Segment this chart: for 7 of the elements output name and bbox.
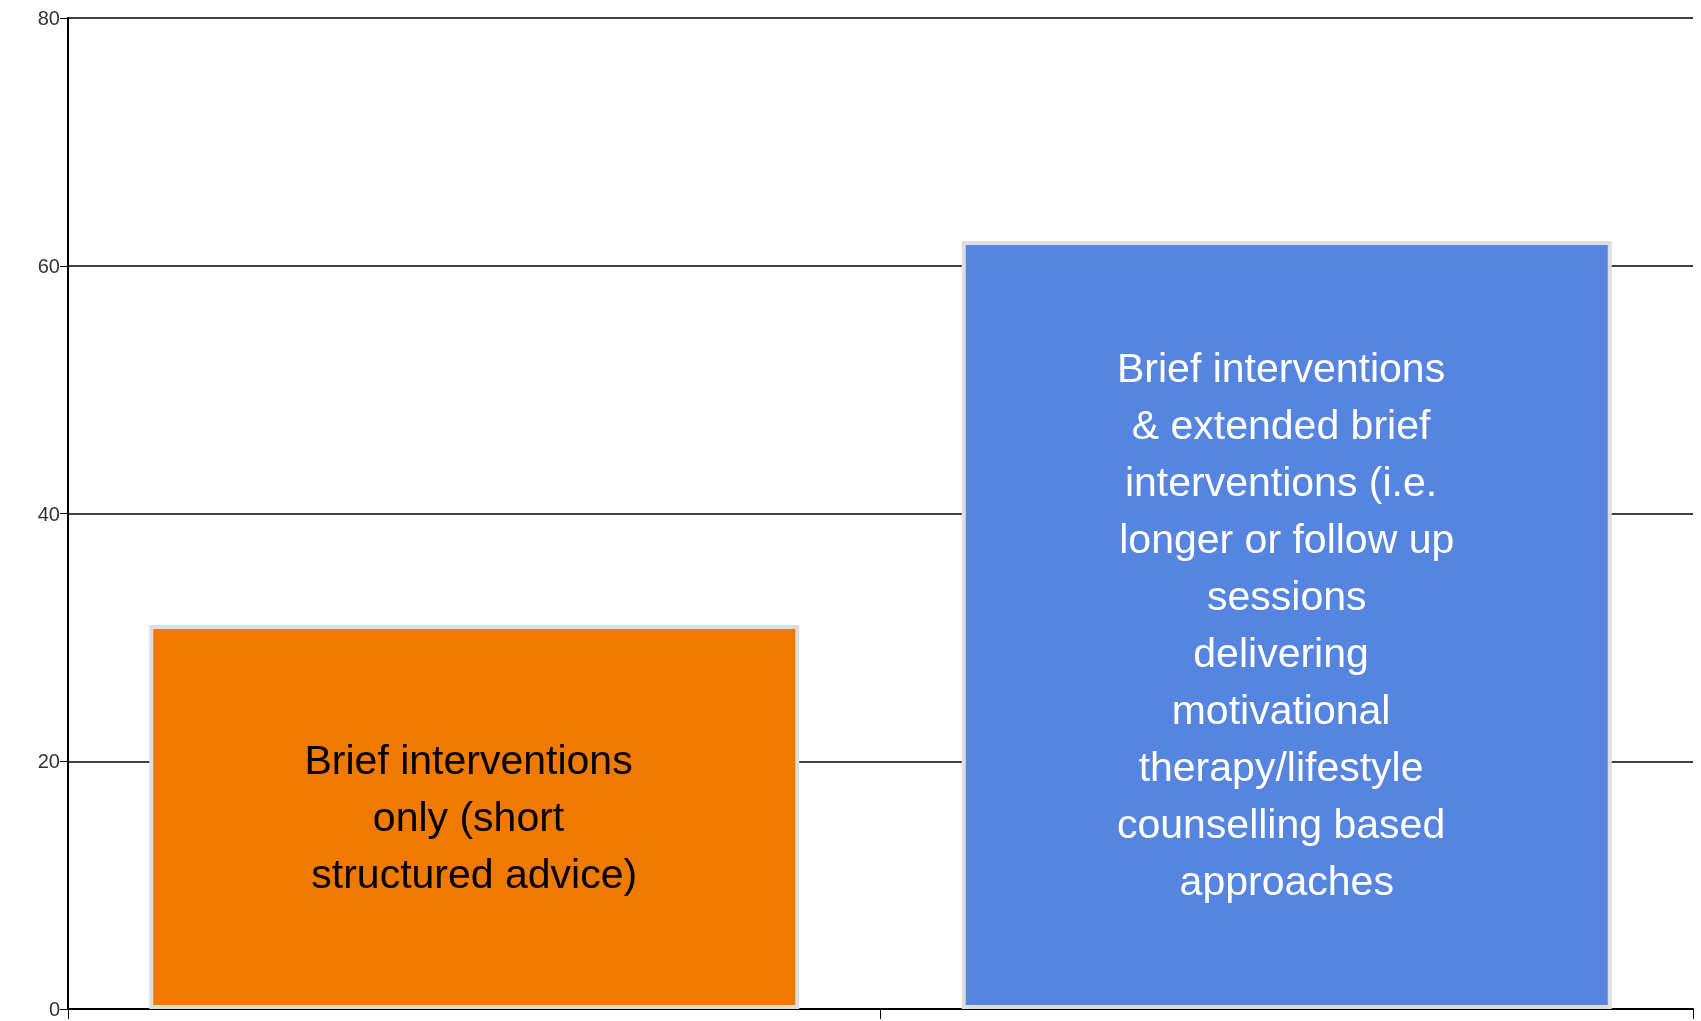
- x-tick-label: Brief interventions only (short structured advice): [304, 736, 645, 897]
- y-tick-label: 20: [37, 750, 60, 773]
- y-tick-label: 80: [37, 7, 60, 29]
- y-tick-label: 0: [48, 998, 60, 1020]
- y-tick-label: 60: [37, 254, 60, 277]
- category-label: Brief interventions & extended brief interventions (i.e. longer or follow up sessions delivering motivational therapy/lifestyle counselling based approaches: [1116, 345, 1455, 905]
- y-tick-label: 40: [37, 502, 60, 525]
